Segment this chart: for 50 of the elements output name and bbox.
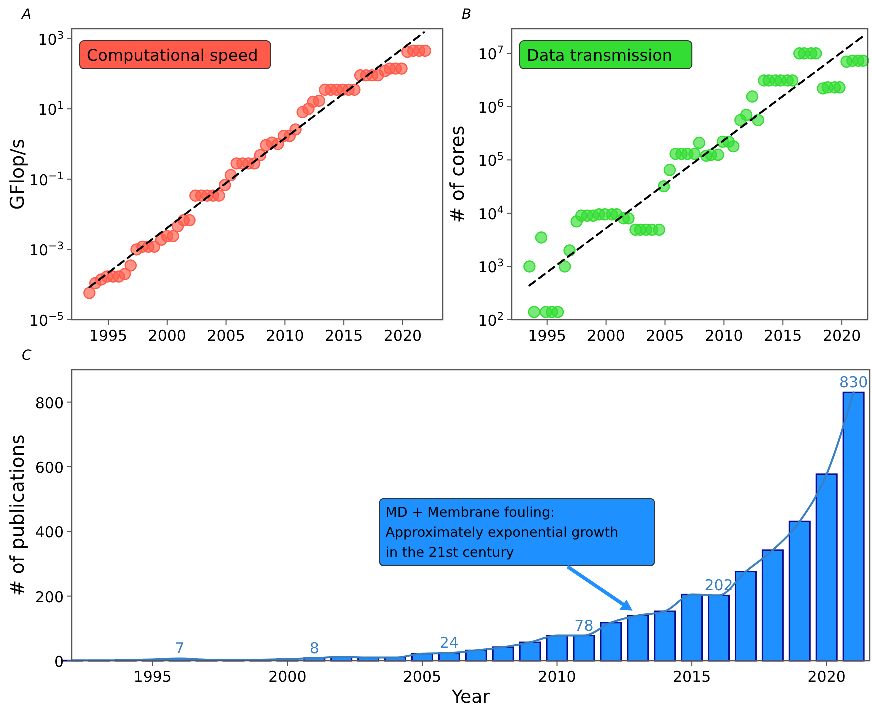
x-tick-label: 2020: [822, 327, 862, 345]
y-tick-label: 10$^{7}$: [478, 44, 504, 64]
x-tick-label: 2015: [324, 327, 364, 345]
y-tick-label: 10$^{3}$: [478, 258, 504, 277]
y-tick-label: 400: [35, 524, 64, 542]
x-tick-label: 2010: [538, 668, 576, 686]
y-tick-label: 600: [35, 459, 64, 477]
data-label: 24: [440, 634, 459, 652]
x-tick-label: 2005: [403, 668, 442, 686]
annotation: Computational speed: [87, 46, 258, 65]
x-tick-label: 2010: [266, 327, 304, 345]
y-tick-label: 10$^{6}$: [478, 98, 504, 117]
y-tick-label: 10$^{−1}$: [29, 170, 64, 190]
x-tick-label: 2010: [705, 327, 744, 345]
chart-title: A: [21, 7, 32, 23]
x-tick-label: 2000: [587, 327, 626, 345]
data-label: 202: [704, 576, 734, 595]
x-tick-label: 2005: [646, 327, 684, 345]
y-tick-label: 200: [35, 588, 64, 606]
y-tick-label: 800: [35, 394, 64, 412]
x-tick-label: 2015: [764, 327, 802, 345]
x-tick-label: 2000: [268, 668, 307, 686]
data-label: 7: [175, 640, 185, 658]
x-tick-label: 1995: [89, 327, 128, 345]
y-tick-label: 10$^{2}$: [478, 311, 504, 330]
y-tick-label: 10$^{4}$: [478, 204, 504, 224]
y-tick-label: 10$^{3}$: [38, 30, 64, 49]
data-label: 830: [840, 374, 868, 392]
x-tick-label: 2020: [808, 668, 846, 686]
annotation: Data transmission: [527, 46, 672, 65]
y-tick-label: 10$^{5}$: [478, 151, 504, 170]
annotation: MD + Membrane fouling: Approximately exponential growth in the 21st century: [386, 504, 619, 561]
x-tick-label: 2020: [384, 327, 422, 345]
x-tick-label: 2015: [672, 668, 712, 686]
y-axis-title: # of cores: [447, 126, 469, 224]
y-tick-label: 10$^{−3}$: [29, 240, 64, 260]
x-tick-label: 1995: [134, 668, 172, 686]
chart-title: B: [462, 7, 472, 23]
y-axis-title: GFlop/s: [7, 139, 29, 210]
data-label: 8: [310, 639, 320, 658]
y-tick-label: 10$^{1}$: [38, 100, 64, 120]
y-tick-label: 10$^{−5}$: [29, 311, 64, 330]
x-axis-title: Year: [450, 687, 491, 704]
y-axis-title: # of publications: [7, 434, 29, 596]
x-tick-label: 2005: [207, 327, 246, 345]
x-tick-label: 2000: [148, 327, 186, 345]
y-tick-label: 0: [54, 653, 64, 671]
data-label: 78: [574, 616, 594, 635]
chart-title: C: [22, 348, 32, 364]
x-tick-label: 1995: [528, 327, 566, 345]
